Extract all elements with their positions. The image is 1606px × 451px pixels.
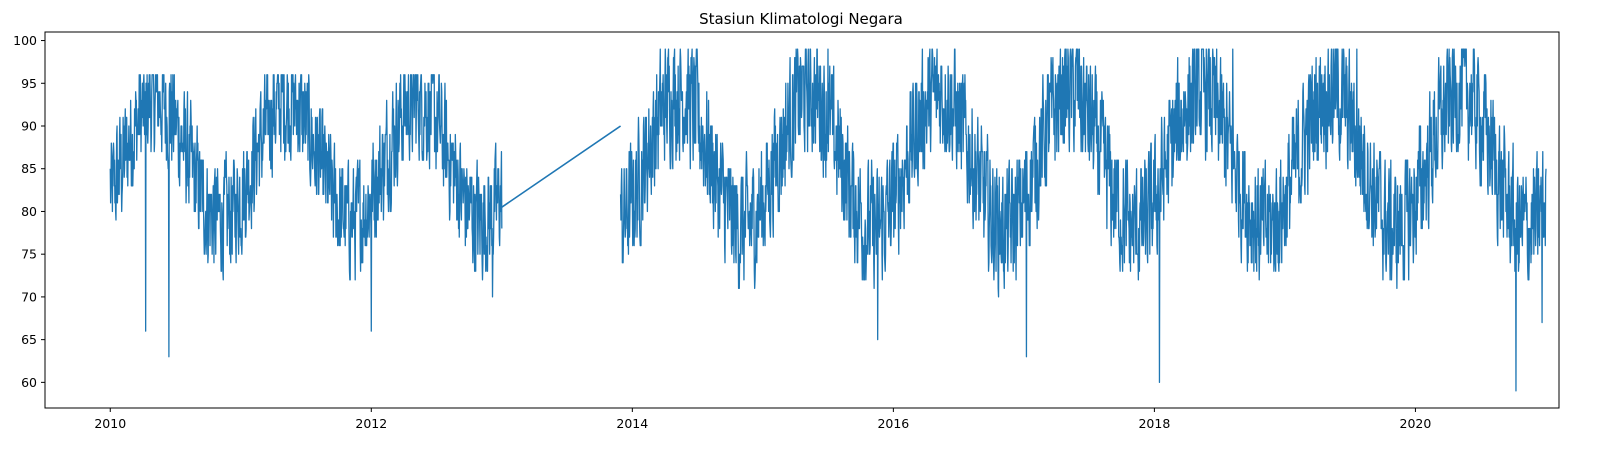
y-tick-label: 85: [21, 161, 37, 176]
series-line-segment: [619, 48, 1547, 392]
y-tick-label: 75: [21, 247, 37, 262]
y-tick-label: 100: [13, 33, 37, 48]
axes-frame: [44, 31, 1560, 409]
y-tick-label: 95: [21, 76, 37, 91]
chart-title: Stasiun Klimatologi Negara: [699, 10, 903, 28]
x-tick-label: 2016: [877, 416, 909, 431]
x-axis: 2010 2012 2014 2016 2018 2020: [94, 408, 1431, 431]
y-tick-label: 90: [21, 119, 37, 134]
series-gap-line: [501, 125, 622, 208]
y-tick-label: 70: [21, 289, 37, 304]
series-line-segment: [109, 74, 503, 358]
plot-area: [109, 48, 1547, 392]
x-tick-label: 2020: [1400, 416, 1432, 431]
y-axis: 60 65 70 75 80 85 90 95 100: [13, 33, 45, 390]
x-tick-label: 2018: [1138, 416, 1170, 431]
x-tick-label: 2010: [94, 416, 126, 431]
x-tick-label: 2014: [616, 416, 648, 431]
x-tick-label: 2012: [355, 416, 387, 431]
y-tick-label: 65: [21, 332, 37, 347]
y-tick-label: 60: [21, 375, 37, 390]
y-tick-label: 80: [21, 204, 37, 219]
